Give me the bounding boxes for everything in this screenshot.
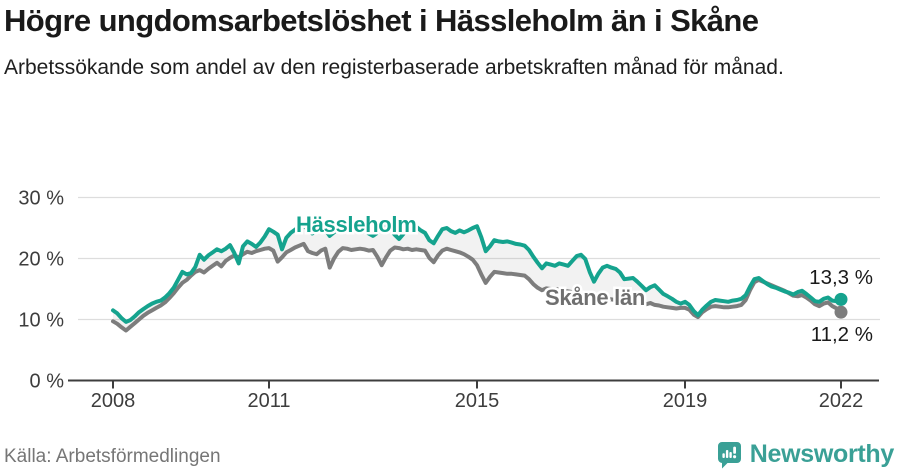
chart-title: Högre ungdomsarbetslöshet i Hässleholm ä…: [4, 3, 759, 38]
y-axis-tick-label: 0 %: [30, 371, 65, 393]
x-axis-tick-label: 2022: [819, 390, 864, 412]
series-line-h-ssleholm: [111, 223, 843, 324]
x-axis-tick-label: 2019: [663, 390, 708, 412]
series-gap-area: [113, 225, 841, 331]
newsworthy-logo[interactable]: Newsworthy: [717, 440, 894, 469]
source-note: Källa: Arbetsförmedlingen: [4, 446, 221, 467]
newsworthy-wordmark: Newsworthy: [749, 440, 895, 468]
series-end-value-label: 13,3 %: [809, 266, 873, 289]
series-label: Skåne län: [545, 285, 645, 310]
series-end-dot: [834, 292, 848, 306]
chart-header: Högre ungdomsarbetslöshet i Hässleholm ä…: [4, 2, 884, 81]
series-end-dot: [834, 305, 848, 319]
chart-subtitle: Arbetssökande som andel av den registerb…: [4, 56, 784, 79]
series-end-value-label: 11,2 %: [811, 323, 873, 346]
y-axis-tick-label: 20 %: [18, 249, 64, 271]
x-axis-tick-label: 2011: [247, 390, 290, 412]
x-axis-tick-label: 2008: [91, 390, 136, 412]
y-axis-tick-label: 10 %: [18, 310, 64, 332]
x-axis-tick-label: 2015: [455, 390, 500, 412]
series-label: Hässleholm: [296, 212, 417, 237]
y-axis-tick-label: 30 %: [18, 188, 64, 210]
bar-chart-speech-bubble-icon: [717, 441, 741, 468]
